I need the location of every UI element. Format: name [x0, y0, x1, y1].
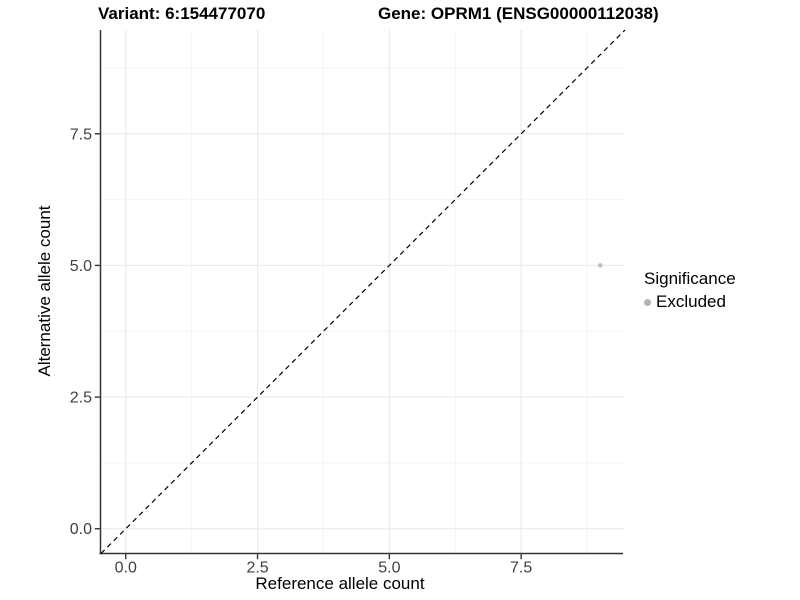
y-tick-label: 2.5 — [70, 390, 92, 407]
axis-lines — [99, 30, 623, 555]
plot-title-gene: Gene: OPRM1 (ENSG00000112038) — [378, 4, 659, 23]
y-tick-label: 0.0 — [70, 521, 92, 538]
x-tick-label: 0.0 — [115, 560, 137, 577]
tick-labels: 0.0 2.5 5.0 7.5 0.0 2.5 5.0 7.5 — [70, 126, 533, 576]
legend-item-label: Excluded — [656, 292, 726, 311]
legend-point-icon — [644, 298, 651, 306]
x-tick-label: 2.5 — [246, 560, 268, 577]
y-tick-label: 7.5 — [70, 126, 92, 143]
x-axis-title: Reference allele count — [255, 574, 425, 593]
legend: Significance Excluded — [644, 269, 736, 312]
tick-marks — [94, 133, 522, 560]
grid-major — [101, 30, 625, 554]
data-point — [597, 263, 603, 268]
legend-title: Significance — [644, 269, 736, 288]
y-axis-title: Alternative allele count — [35, 205, 54, 377]
grid-minor — [101, 30, 625, 554]
x-tick-label: 5.0 — [378, 560, 400, 577]
plot-title-variant: Variant: 6:154477070 — [98, 4, 266, 23]
x-tick-label: 7.5 — [510, 560, 532, 577]
identity-line — [100, 29, 626, 554]
legend-item-excluded: Excluded — [644, 292, 736, 312]
y-tick-label: 5.0 — [70, 258, 92, 275]
